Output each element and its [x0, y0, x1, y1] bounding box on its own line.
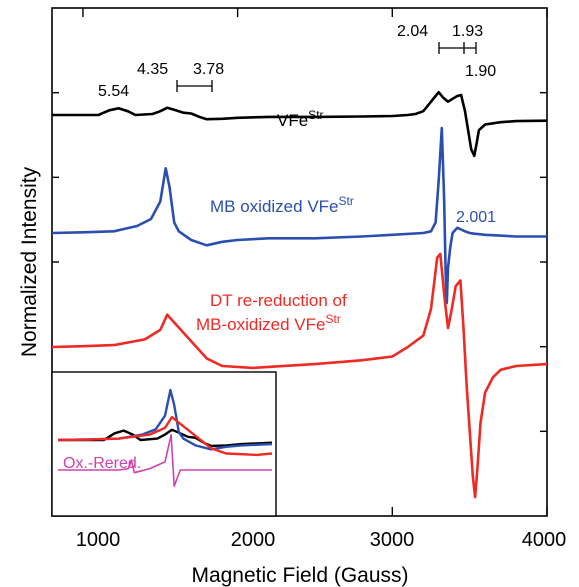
- x-tick-label: 3000: [370, 529, 415, 551]
- g-label-1-93: 1.93: [452, 23, 483, 40]
- x-tick-label: 2000: [231, 529, 276, 551]
- series-line: [51, 252, 548, 499]
- x-tick-label: 4000: [522, 529, 567, 551]
- g-label-5-54: 5.54: [98, 83, 129, 100]
- inset-label-ox-rered: Ox.-Rered.: [63, 455, 141, 472]
- label-vfe-str: VFeStr: [277, 108, 324, 130]
- label-dt-rereduction-line2: MB-oxidized VFeStr: [196, 312, 341, 334]
- g-label-1-90: 1.90: [465, 63, 496, 80]
- g-label-4-35: 4.35: [137, 61, 168, 78]
- g-label-3-78: 3.78: [193, 61, 224, 78]
- inset-series-line: [58, 428, 273, 448]
- inset-panel: Ox.-Rered.: [51, 371, 277, 517]
- label-mb-oxidized: MB oxidized VFeStr: [210, 194, 354, 216]
- series-line: [52, 90, 548, 158]
- inset-traces: [57, 388, 273, 488]
- label-dt-rereduction-line1: DT re-reduction of: [210, 291, 347, 310]
- g-label-2-04: 2.04: [397, 23, 428, 40]
- inset-series-line: [57, 415, 273, 457]
- g-label-2-001: 2.001: [456, 209, 496, 226]
- x-tick-label: 1000: [76, 529, 121, 551]
- main-traces: [51, 90, 548, 499]
- inset-series-line: [58, 434, 272, 488]
- y-axis-label: Normalized Intensity: [18, 166, 41, 357]
- x-axis-label: Magnetic Field (Gauss): [191, 564, 408, 587]
- g-value-brackets: [176, 42, 477, 92]
- series-line: [51, 126, 547, 305]
